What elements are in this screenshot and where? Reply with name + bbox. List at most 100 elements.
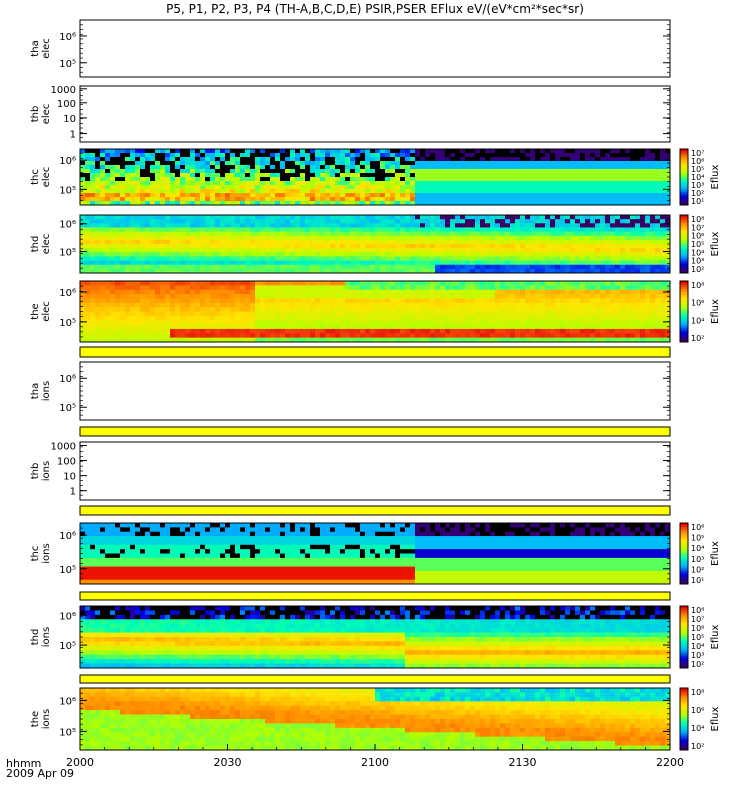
panel-thb-elec: 1000 100 10 1 thb elec bbox=[30, 85, 671, 143]
spectrogram-image bbox=[80, 215, 671, 274]
colorbar-tick-label: 10⁶ bbox=[691, 706, 704, 715]
spectrogram-image bbox=[80, 606, 671, 669]
colorbar-tick-label: 10⁴ bbox=[691, 248, 704, 257]
panel-the-ions: 10⁸ 10⁶ 10⁴ 10² Eflux 10⁶ 10⁵ the ions bbox=[30, 687, 721, 751]
y-tick-label: 10⁵ bbox=[59, 248, 76, 259]
colorbar-tick-label: 10⁶ bbox=[691, 523, 704, 532]
colorbar-tick-label: 10⁴ bbox=[691, 642, 704, 651]
y-axis-label-species: elec bbox=[41, 301, 52, 322]
x-tick-label: 2030 bbox=[214, 756, 242, 769]
colorbar-tick-label: 10⁴ bbox=[691, 173, 704, 182]
x-axis-label-hhmm: hhmm bbox=[6, 757, 41, 770]
colorbar-tick-label: 10² bbox=[691, 334, 704, 343]
y-tick-label: 10⁵ bbox=[59, 403, 76, 414]
y-tick-label: 10⁶ bbox=[59, 288, 76, 299]
y-tick-label: 10⁶ bbox=[59, 611, 76, 622]
y-tick-label: 10⁶ bbox=[59, 696, 76, 707]
colorbar-tick-label: 10² bbox=[691, 660, 704, 669]
colorbar-tick-label: 10⁶ bbox=[691, 299, 704, 308]
y-axis-label-species: elec bbox=[41, 234, 52, 255]
y-tick-label: 10⁵ bbox=[59, 185, 76, 196]
y-tick-label: 100 bbox=[57, 99, 76, 110]
y-tick-label: 10⁶ bbox=[59, 32, 76, 43]
y-axis-label-species: ions bbox=[41, 461, 52, 481]
separator-bar bbox=[79, 674, 671, 684]
panel-frame bbox=[79, 85, 671, 143]
colorbar-tick-label: 10⁸ bbox=[691, 281, 704, 290]
panel-frame bbox=[79, 19, 671, 78]
colorbar-tick-label: 10⁵ bbox=[691, 534, 704, 543]
colorbar-the-elec: 10⁸ 10⁶ 10⁴ 10² Eflux bbox=[679, 280, 721, 343]
y-axis-label-probe: thb bbox=[30, 106, 41, 123]
y-axis-label-species: ions bbox=[41, 627, 52, 647]
colorbar-tick-label: 10⁸ bbox=[691, 606, 704, 615]
separator-bar bbox=[79, 591, 671, 601]
colorbar-tick-label: 10⁵ bbox=[691, 633, 704, 642]
panel-sep-5 bbox=[79, 674, 671, 684]
colorbar-tick-label: 10³ bbox=[691, 257, 704, 266]
chart-title: P5, P1, P2, P3, P4 (TH-A,B,C,D,E) PSIR,P… bbox=[166, 2, 584, 16]
colorbar-tick-label: 10⁶ bbox=[691, 157, 704, 166]
panel-sep-1 bbox=[79, 346, 671, 358]
separator-bar bbox=[79, 426, 671, 437]
colorbar-tick-label: 10² bbox=[691, 742, 704, 751]
panel-the-elec: 10⁸ 10⁶ 10⁴ 10² Eflux 10⁶ 10⁵ the elec bbox=[30, 280, 721, 343]
y-axis-label-probe: thc bbox=[30, 169, 41, 185]
panel-tha-elec: 10⁶ 10⁵ tha elec bbox=[30, 19, 671, 78]
y-tick-label: 10⁶ bbox=[59, 220, 76, 231]
colorbar-tick-label: 10⁵ bbox=[691, 240, 704, 249]
y-axis-label-probe: thd bbox=[30, 236, 41, 253]
y-tick-label: 1 bbox=[70, 130, 76, 141]
separator-bar bbox=[79, 346, 671, 358]
colorbar-tick-label: 10⁵ bbox=[691, 165, 704, 174]
y-tick-label: 10 bbox=[63, 472, 76, 483]
spectrogram-image bbox=[80, 149, 671, 206]
separator-bar bbox=[79, 505, 671, 516]
y-tick-label: 10 bbox=[63, 114, 76, 125]
x-tick-label: 2200 bbox=[656, 756, 684, 769]
colorbar-tick-label: 10⁸ bbox=[691, 215, 704, 224]
panel-sep-2 bbox=[79, 426, 671, 437]
y-tick-label: 10⁵ bbox=[59, 565, 76, 576]
y-tick-label: 10⁵ bbox=[59, 727, 76, 738]
y-tick-label: 1 bbox=[70, 487, 76, 498]
y-axis-label-probe: the bbox=[30, 711, 41, 727]
spectrogram-image bbox=[80, 523, 671, 585]
y-tick-label: 10⁵ bbox=[59, 318, 76, 329]
panel-sep-4 bbox=[79, 591, 671, 601]
y-axis-label-species: ions bbox=[41, 543, 52, 563]
y-axis-label-probe: thc bbox=[30, 546, 41, 562]
y-axis-label-probe: the bbox=[30, 303, 41, 319]
colorbar-label: Eflux bbox=[710, 164, 721, 189]
colorbar-tick-label: 10⁴ bbox=[691, 316, 704, 325]
y-tick-label: 10⁶ bbox=[59, 531, 76, 542]
x-axis-label-date: 2009 Apr 09 bbox=[6, 767, 74, 780]
colorbar-tick-label: 10⁶ bbox=[691, 624, 704, 633]
panel-frame bbox=[79, 441, 671, 501]
colorbar-tick-label: 10¹ bbox=[691, 197, 704, 206]
colorbar-label: Eflux bbox=[710, 624, 721, 649]
spectrogram-image bbox=[80, 281, 671, 343]
y-tick-label: 1000 bbox=[51, 85, 76, 96]
x-tick-label: 2000 bbox=[66, 756, 94, 769]
colorbar-tick-label: 10² bbox=[691, 265, 704, 274]
y-axis-label-species: elec bbox=[41, 167, 52, 188]
colorbar-tick-label: 10⁸ bbox=[691, 688, 704, 697]
panel-frame bbox=[79, 361, 671, 421]
y-tick-label: 10⁶ bbox=[59, 156, 76, 167]
panel-thb-ions: 1000 100 10 1 thb ions bbox=[30, 441, 671, 501]
x-tick-label: 2100 bbox=[361, 756, 389, 769]
colorbar-tick-label: 10⁴ bbox=[691, 724, 704, 733]
colorbar-tick-label: 10³ bbox=[691, 555, 704, 564]
spectrogram-image bbox=[80, 688, 671, 751]
y-axis-label-probe: thd bbox=[30, 629, 41, 646]
colorbar-label: Eflux bbox=[710, 706, 721, 731]
